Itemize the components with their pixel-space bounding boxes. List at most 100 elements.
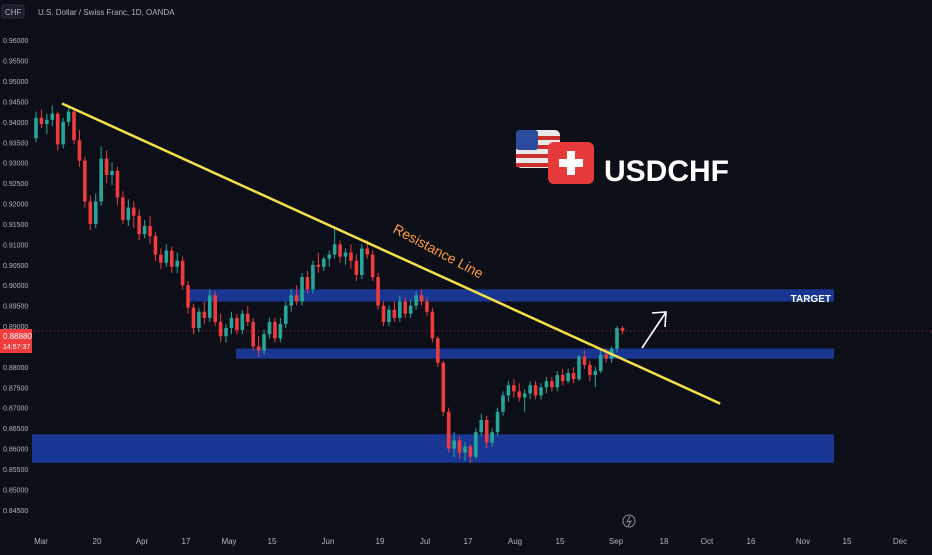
candle-body[interactable] xyxy=(278,324,283,339)
candle-body[interactable] xyxy=(197,311,201,329)
candle-body[interactable] xyxy=(582,356,587,365)
candle-body[interactable] xyxy=(83,160,87,202)
time-axis[interactable]: Mar 20 Apr 17 May 15 Jun 19 Jul 17 Aug 15 Sep 18 Oct 16… xyxy=(34,537,907,546)
candle-body[interactable] xyxy=(517,391,522,398)
price-axis[interactable]: 0.96000 0.95500 0.95000 0.94500 0.94000 0.935… xyxy=(3,38,28,515)
candle-body[interactable] xyxy=(39,117,44,124)
candle-body[interactable] xyxy=(360,248,364,275)
candle-body[interactable] xyxy=(256,346,261,351)
zone-0[interactable] xyxy=(190,289,834,302)
candle-body[interactable] xyxy=(283,305,288,324)
candle-body[interactable] xyxy=(457,440,462,453)
candle-body[interactable] xyxy=(175,260,179,267)
candle-body[interactable] xyxy=(186,285,190,308)
candle-body[interactable] xyxy=(262,334,266,351)
candle-body[interactable] xyxy=(55,113,60,145)
candle-body[interactable] xyxy=(159,254,163,263)
candle-body[interactable] xyxy=(191,307,196,329)
candle-body[interactable] xyxy=(555,375,560,388)
candle-body[interactable] xyxy=(273,321,277,339)
candle-body[interactable] xyxy=(110,170,114,175)
candle-body[interactable] xyxy=(398,301,402,318)
candle-body[interactable] xyxy=(419,295,424,302)
candle-body[interactable] xyxy=(321,258,326,267)
candle-body[interactable] xyxy=(408,305,413,314)
candle-body[interactable] xyxy=(169,250,174,267)
candle-body[interactable] xyxy=(598,354,603,371)
candle-body[interactable] xyxy=(72,111,76,141)
candle-body[interactable] xyxy=(403,301,408,314)
candle-body[interactable] xyxy=(544,381,549,388)
candle-body[interactable] xyxy=(512,385,516,392)
candle-body[interactable] xyxy=(370,254,375,278)
candle-body[interactable] xyxy=(148,226,152,237)
candle-body[interactable] xyxy=(354,260,359,275)
candle-body[interactable] xyxy=(436,338,440,363)
candle-body[interactable] xyxy=(207,295,212,318)
candle-body[interactable] xyxy=(305,277,310,290)
candle-body[interactable] xyxy=(463,446,467,453)
candle-body[interactable] xyxy=(99,158,103,202)
candle-body[interactable] xyxy=(131,207,136,216)
candle-body[interactable] xyxy=(365,248,370,255)
candle-body[interactable] xyxy=(392,309,397,318)
candle-body[interactable] xyxy=(495,411,500,433)
candle-body[interactable] xyxy=(387,309,391,322)
resistance-trendline[interactable] xyxy=(61,102,721,405)
candle-body[interactable] xyxy=(349,252,353,261)
candle-body[interactable] xyxy=(343,252,348,257)
candle-body[interactable] xyxy=(50,113,55,120)
candle-body[interactable] xyxy=(121,197,125,220)
candle-body[interactable] xyxy=(506,385,511,396)
candle-body[interactable] xyxy=(66,111,71,122)
candle-body[interactable] xyxy=(332,244,337,255)
candle-body[interactable] xyxy=(615,328,619,349)
candle-body[interactable] xyxy=(550,381,554,388)
candle-body[interactable] xyxy=(381,305,386,322)
candle-body[interactable] xyxy=(115,170,120,198)
candle-body[interactable] xyxy=(501,395,505,412)
currency-badge[interactable] xyxy=(1,4,25,19)
candle-body[interactable] xyxy=(235,317,239,331)
candle-body[interactable] xyxy=(153,236,158,255)
candle-body[interactable] xyxy=(479,419,484,433)
candle-body[interactable] xyxy=(316,264,321,267)
candle-body[interactable] xyxy=(577,356,581,380)
candle-body[interactable] xyxy=(620,328,625,331)
candle-body[interactable] xyxy=(484,419,489,443)
candle-body[interactable] xyxy=(289,295,294,306)
lightning-icon[interactable] xyxy=(622,514,636,528)
candle-body[interactable] xyxy=(202,311,207,318)
candle-body[interactable] xyxy=(474,432,478,457)
candle-body[interactable] xyxy=(93,201,98,224)
zone-2[interactable] xyxy=(32,434,834,463)
candle-body[interactable] xyxy=(61,121,65,145)
candle-body[interactable] xyxy=(425,301,429,312)
candle-body[interactable] xyxy=(490,432,494,443)
candle-body[interactable] xyxy=(452,440,456,449)
candle-body[interactable] xyxy=(34,117,38,139)
candle-body[interactable] xyxy=(441,362,446,412)
candle-body[interactable] xyxy=(142,226,147,235)
candle-body[interactable] xyxy=(566,373,570,382)
candle-body[interactable] xyxy=(446,411,451,449)
candle-body[interactable] xyxy=(218,321,223,337)
candle-body[interactable] xyxy=(571,373,576,380)
candle-body[interactable] xyxy=(240,313,245,331)
candle-body[interactable] xyxy=(588,364,592,376)
candle-body[interactable] xyxy=(604,354,608,359)
candle-body[interactable] xyxy=(137,215,141,235)
candle-body[interactable] xyxy=(229,317,234,329)
candle-body[interactable] xyxy=(126,207,131,220)
candle-body[interactable] xyxy=(528,385,532,394)
candle-body[interactable] xyxy=(430,311,435,339)
candle-body[interactable] xyxy=(468,446,473,457)
candle-body[interactable] xyxy=(327,254,332,259)
candle-body[interactable] xyxy=(213,295,217,322)
candle-body[interactable] xyxy=(560,375,565,382)
candle-body[interactable] xyxy=(533,385,538,396)
candle-body[interactable] xyxy=(45,119,49,124)
candle-body[interactable] xyxy=(267,321,272,335)
candle-body[interactable] xyxy=(311,264,315,290)
